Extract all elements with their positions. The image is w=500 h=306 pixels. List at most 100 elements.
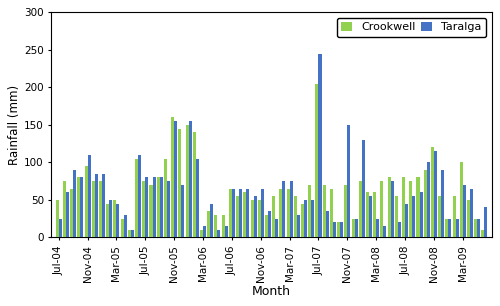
Bar (424, 170, 426, 237)
Bar (124, 215, 126, 237)
Bar (398, 222, 401, 237)
Bar (426, 162, 430, 237)
Bar (477, 218, 480, 237)
X-axis label: Month: Month (252, 285, 291, 298)
Bar (265, 215, 268, 237)
Bar (224, 226, 228, 237)
Bar (99, 181, 102, 237)
Bar (448, 218, 452, 237)
Bar (359, 181, 362, 237)
Bar (178, 129, 182, 237)
Bar (84, 166, 87, 237)
Legend: Crookwell, Taralga: Crookwell, Taralga (337, 18, 486, 37)
Bar (196, 159, 199, 237)
Bar (290, 181, 292, 237)
Bar (354, 218, 358, 237)
Bar (446, 218, 448, 237)
Bar (380, 181, 384, 237)
Bar (431, 147, 434, 237)
Bar (318, 54, 322, 237)
Bar (160, 177, 163, 237)
Bar (416, 177, 420, 237)
Bar (272, 196, 275, 237)
Bar (395, 196, 398, 237)
Bar (66, 192, 69, 237)
Bar (258, 200, 261, 237)
Bar (340, 222, 343, 237)
Bar (366, 192, 369, 237)
Bar (452, 196, 456, 237)
Bar (460, 162, 463, 237)
Bar (193, 132, 196, 237)
Bar (434, 151, 437, 237)
Bar (286, 188, 290, 237)
Bar (467, 200, 470, 237)
Bar (142, 181, 146, 237)
Y-axis label: Rainfall (mm): Rainfall (mm) (8, 85, 22, 165)
Bar (410, 181, 412, 237)
Bar (441, 170, 444, 237)
Bar (482, 230, 484, 237)
Bar (261, 188, 264, 237)
Bar (146, 177, 148, 237)
Bar (120, 218, 124, 237)
Bar (254, 196, 256, 237)
Bar (207, 211, 210, 237)
Bar (138, 155, 141, 237)
Bar (174, 121, 177, 237)
Bar (164, 159, 167, 237)
Bar (390, 181, 394, 237)
Bar (474, 218, 477, 237)
Bar (116, 203, 119, 237)
Bar (312, 200, 314, 237)
Bar (420, 192, 422, 237)
Bar (102, 174, 105, 237)
Bar (232, 188, 235, 237)
Bar (78, 177, 80, 237)
Bar (344, 185, 348, 237)
Bar (152, 177, 156, 237)
Bar (218, 230, 220, 237)
Bar (362, 140, 365, 237)
Bar (330, 188, 333, 237)
Bar (244, 192, 246, 237)
Bar (114, 200, 116, 237)
Bar (128, 230, 131, 237)
Bar (402, 177, 405, 237)
Bar (373, 192, 376, 237)
Bar (412, 196, 416, 237)
Bar (58, 218, 61, 237)
Bar (135, 159, 138, 237)
Bar (484, 207, 488, 237)
Bar (333, 222, 336, 237)
Bar (70, 188, 73, 237)
Bar (275, 218, 278, 237)
Bar (456, 218, 458, 237)
Bar (308, 185, 312, 237)
Bar (348, 125, 350, 237)
Bar (73, 170, 76, 237)
Bar (282, 181, 286, 237)
Bar (182, 185, 184, 237)
Bar (246, 188, 250, 237)
Bar (337, 222, 340, 237)
Bar (388, 177, 390, 237)
Bar (63, 181, 66, 237)
Bar (304, 200, 307, 237)
Bar (376, 218, 379, 237)
Bar (156, 177, 160, 237)
Bar (470, 188, 473, 237)
Bar (109, 200, 112, 237)
Bar (463, 185, 466, 237)
Bar (203, 226, 206, 237)
Bar (301, 203, 304, 237)
Bar (80, 177, 84, 237)
Bar (106, 203, 109, 237)
Bar (326, 211, 328, 237)
Bar (438, 196, 441, 237)
Bar (92, 181, 95, 237)
Bar (322, 185, 326, 237)
Bar (222, 215, 224, 237)
Bar (268, 211, 271, 237)
Bar (150, 185, 152, 237)
